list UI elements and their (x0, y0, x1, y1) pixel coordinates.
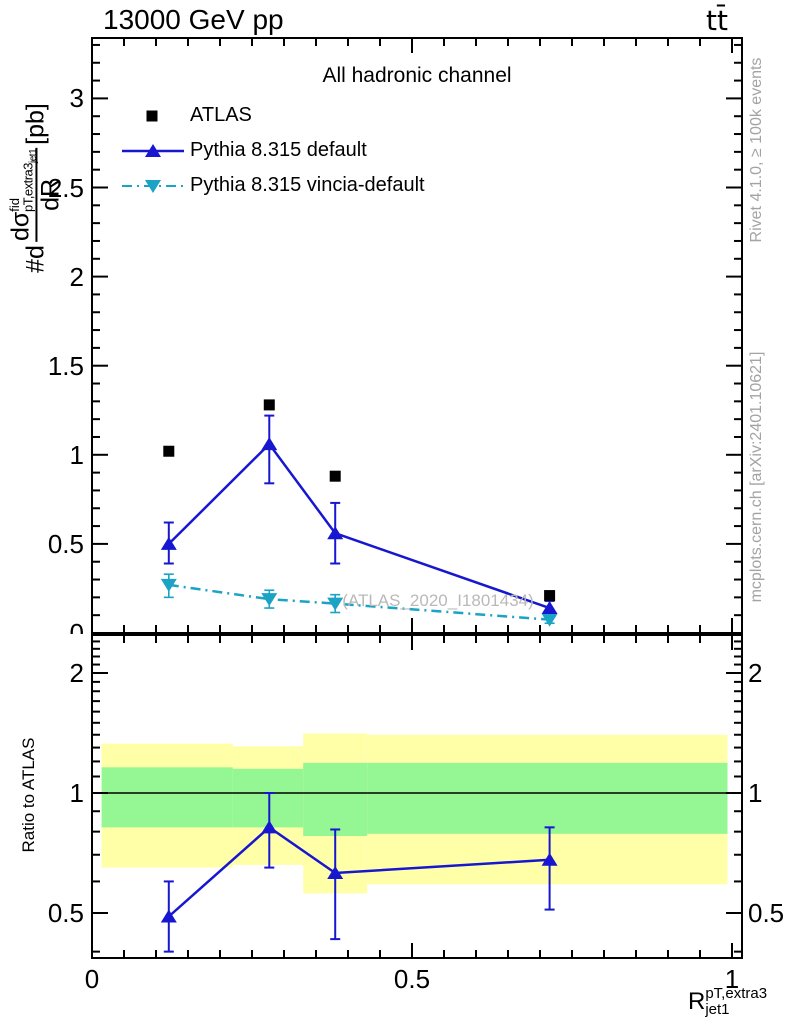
xlabel-base: R (688, 987, 706, 1015)
ratio-y-tick-label-right: 1 (748, 778, 763, 808)
channel-label: All hadronic channel (322, 64, 512, 87)
main-y-tick-label: 2.5 (47, 172, 84, 203)
ratio-y-tick-label-left: 1 (69, 778, 84, 808)
ratio-y-tick-label-left: 0.5 (47, 898, 84, 928)
main-y-tick-label: 0.5 (47, 528, 84, 559)
main-y-tick-label: 1.5 (47, 350, 84, 381)
x-tick-label: 0.5 (393, 964, 431, 994)
process-title: tt̄ (706, 4, 728, 37)
mcplots-reference-note: mcplots.cern.ch [arXiv:2401.10621] (748, 351, 765, 603)
main-y-tick-label: 1 (69, 439, 84, 470)
legend-entry-pythia-default: Pythia 8.315 default (190, 139, 367, 161)
beam-energy-title: 13000 GeV pp (103, 4, 284, 35)
ratio-y-tick-label-left: 2 (69, 658, 84, 688)
rivet-version-note: Rivet 4.1.0, ≥ 100k events (748, 57, 765, 243)
x-tick-label: 0 (84, 964, 100, 994)
analysis-watermark: (ATLAS_2020_I1801434) (342, 591, 534, 610)
main-y-tick-label: 2 (69, 261, 84, 292)
x-axis-label: R pT,extra3 jet1 (688, 986, 767, 1018)
main-y-tick-label: 3 (69, 83, 84, 114)
legend-entry-atlas: ATLAS (190, 104, 252, 126)
ratio-y-tick-label-right: 2 (748, 658, 763, 688)
xlabel-scripts: pT,extra3 jet1 (705, 985, 768, 1018)
ratio-y-tick-label-right: 0.5 (748, 898, 785, 928)
legend-entry-pythia-vincia: Pythia 8.315 vincia-default (190, 174, 425, 196)
main-y-tick-label: 0 (69, 618, 84, 648)
x-tick-label: 1 (724, 964, 740, 994)
